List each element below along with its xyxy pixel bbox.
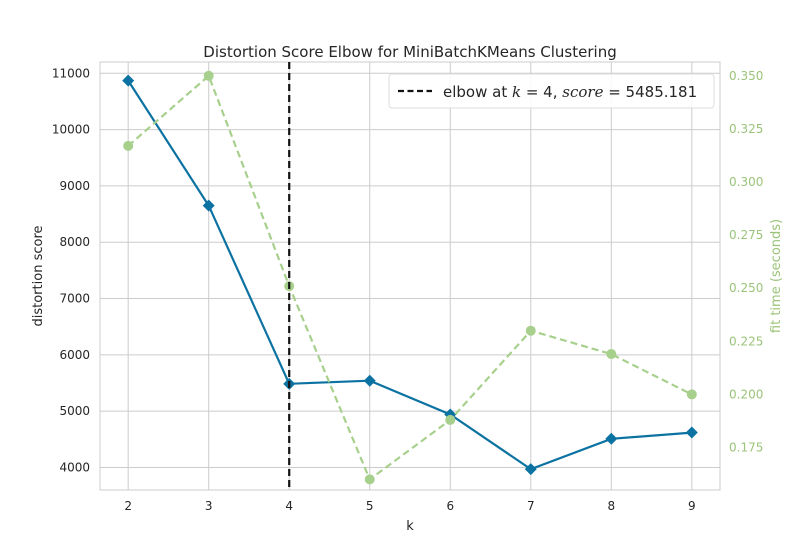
- distortion-point: [685, 426, 698, 439]
- ticks-layer: 2 3 4 5 6 7 8 9 4000 5000 6000 7000 8000 9000 10000 110…: [52, 66, 764, 513]
- y-tick-label: 5000: [59, 404, 90, 418]
- fit_time-point: [606, 349, 617, 360]
- x-tick-label: 8: [607, 499, 615, 513]
- fit_time-point: [525, 325, 536, 336]
- series-layer: [122, 70, 698, 485]
- y-tick-label: 9000: [59, 179, 90, 193]
- x-tick-label: 6: [446, 499, 454, 513]
- legend-k-value: = 4,: [521, 83, 562, 101]
- y2-axis-label: fit time (seconds): [769, 219, 784, 333]
- y2-tick-label: 0.250: [729, 281, 763, 295]
- legend-score-symbol: score: [562, 83, 603, 101]
- y-tick-label: 7000: [59, 292, 90, 306]
- y-tick-label: 6000: [59, 348, 90, 362]
- x-axis-label: k: [406, 519, 414, 534]
- distortion-point: [363, 374, 376, 387]
- y-tick-label: 4000: [59, 460, 90, 474]
- x-tick-label: 7: [527, 499, 535, 513]
- legend: elbow at k = 4, score = 5485.181: [388, 73, 715, 109]
- y2-tick-label: 0.275: [729, 228, 763, 242]
- x-tick-label: 9: [688, 499, 696, 513]
- legend-box: [388, 73, 715, 109]
- y2-tick-label: 0.300: [729, 175, 763, 189]
- x-tick-label: 3: [205, 499, 213, 513]
- legend-k-symbol: k: [512, 83, 521, 101]
- y2-tick-label: 0.175: [729, 441, 763, 455]
- distortion-point: [202, 199, 215, 212]
- y-axis-label: distortion score: [31, 226, 46, 327]
- fit_time-point: [686, 389, 697, 400]
- fit_time-point: [364, 474, 375, 485]
- x-tick-label: 4: [285, 499, 293, 513]
- y2-tick-label: 0.225: [729, 334, 763, 348]
- y-tick-label: 8000: [59, 235, 90, 249]
- chart-title: Distortion Score Elbow for MiniBatchKMea…: [203, 43, 616, 61]
- y-tick-label: 11000: [52, 66, 90, 80]
- legend-elbow-label: elbow at k = 4, score = 5485.181: [443, 83, 697, 101]
- distortion-point: [605, 432, 618, 445]
- fit_time-point: [203, 70, 214, 81]
- legend-prefix: elbow at: [443, 83, 512, 101]
- distortion-line: [127, 80, 692, 471]
- distortion-point: [524, 463, 537, 476]
- x-tick-label: 5: [366, 499, 374, 513]
- fit_time-point: [445, 414, 456, 425]
- y2-tick-label: 0.350: [729, 69, 763, 83]
- plot-frame: [99, 61, 721, 491]
- legend-score-value: = 5485.181: [603, 83, 697, 101]
- distortion-point: [122, 74, 135, 87]
- y2-tick-label: 0.325: [729, 122, 763, 136]
- fit_time-point: [123, 140, 134, 151]
- y2-tick-label: 0.200: [729, 387, 763, 401]
- x-tick-label: 2: [124, 499, 132, 513]
- y-tick-label: 10000: [52, 123, 90, 137]
- fit_time-line: [127, 73, 693, 482]
